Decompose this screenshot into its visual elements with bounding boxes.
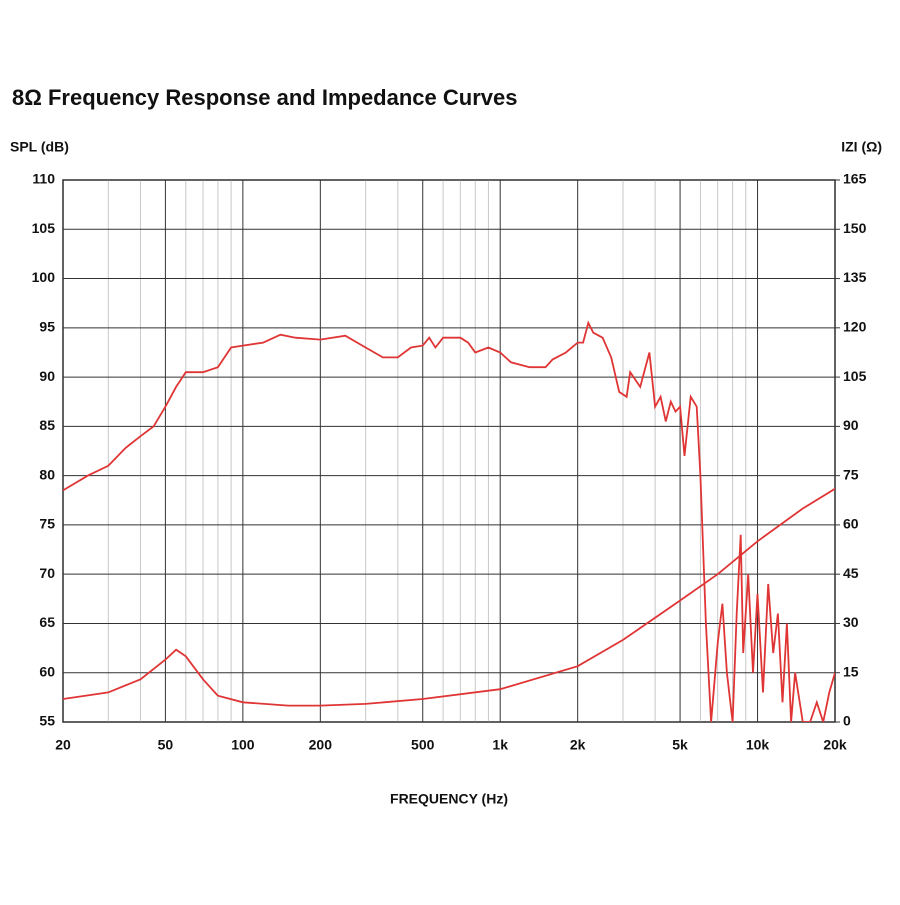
plot-frame: [62, 179, 836, 723]
y2-tick-label: 30: [843, 614, 859, 630]
y2-tick-label: 75: [843, 466, 859, 482]
y-tick-label: 55: [39, 713, 55, 729]
y-tick-label: 95: [39, 319, 55, 335]
y-tick-label: 80: [39, 466, 55, 482]
x-tick-label: 1k: [492, 737, 508, 753]
x-tick-label: 5k: [672, 737, 688, 753]
x-tick-label: 20: [55, 737, 71, 753]
x-axis-label: FREQUENCY (Hz): [390, 791, 508, 807]
y-tick-label: 110: [32, 171, 55, 187]
y-tick-label: 65: [39, 614, 55, 630]
y-tick-label: 100: [32, 269, 56, 285]
y-tick-label: 60: [39, 663, 55, 679]
y2-tick-label: 90: [843, 417, 859, 433]
series-line: [63, 488, 835, 707]
chart-title: 8Ω Frequency Response and Impedance Curv…: [12, 85, 517, 110]
y2-tick-label: 120: [843, 319, 867, 335]
y2-tick-label: 0: [843, 713, 851, 729]
y2-tick-label: 135: [843, 269, 867, 285]
y2-tick-label: 45: [843, 565, 859, 581]
y-axis-label: SPL (dB): [10, 139, 69, 155]
x-tick-label: 200: [309, 737, 333, 753]
x-tick-label: 20k: [823, 737, 847, 753]
y2-axis-label: IZI (Ω): [841, 139, 882, 155]
x-tick-label: 10k: [746, 737, 770, 753]
y-tick-label: 90: [39, 368, 55, 384]
y-tick-label: 105: [32, 220, 56, 236]
y-tick-label: 75: [39, 516, 55, 532]
y2-tick-label: 105: [843, 368, 867, 384]
y-tick-label: 85: [39, 417, 55, 433]
x-tick-label: 500: [411, 737, 435, 753]
series-line: [63, 320, 835, 722]
x-tick-label: 2k: [570, 737, 586, 753]
x-tick-label: 100: [231, 737, 255, 753]
x-tick-label: 50: [158, 737, 174, 753]
y-tick-label: 70: [39, 565, 55, 581]
y2-tick-label: 165: [843, 171, 867, 187]
y2-tick-label: 15: [843, 663, 859, 679]
y2-tick-label: 60: [843, 516, 859, 532]
y2-tick-label: 150: [843, 220, 867, 236]
